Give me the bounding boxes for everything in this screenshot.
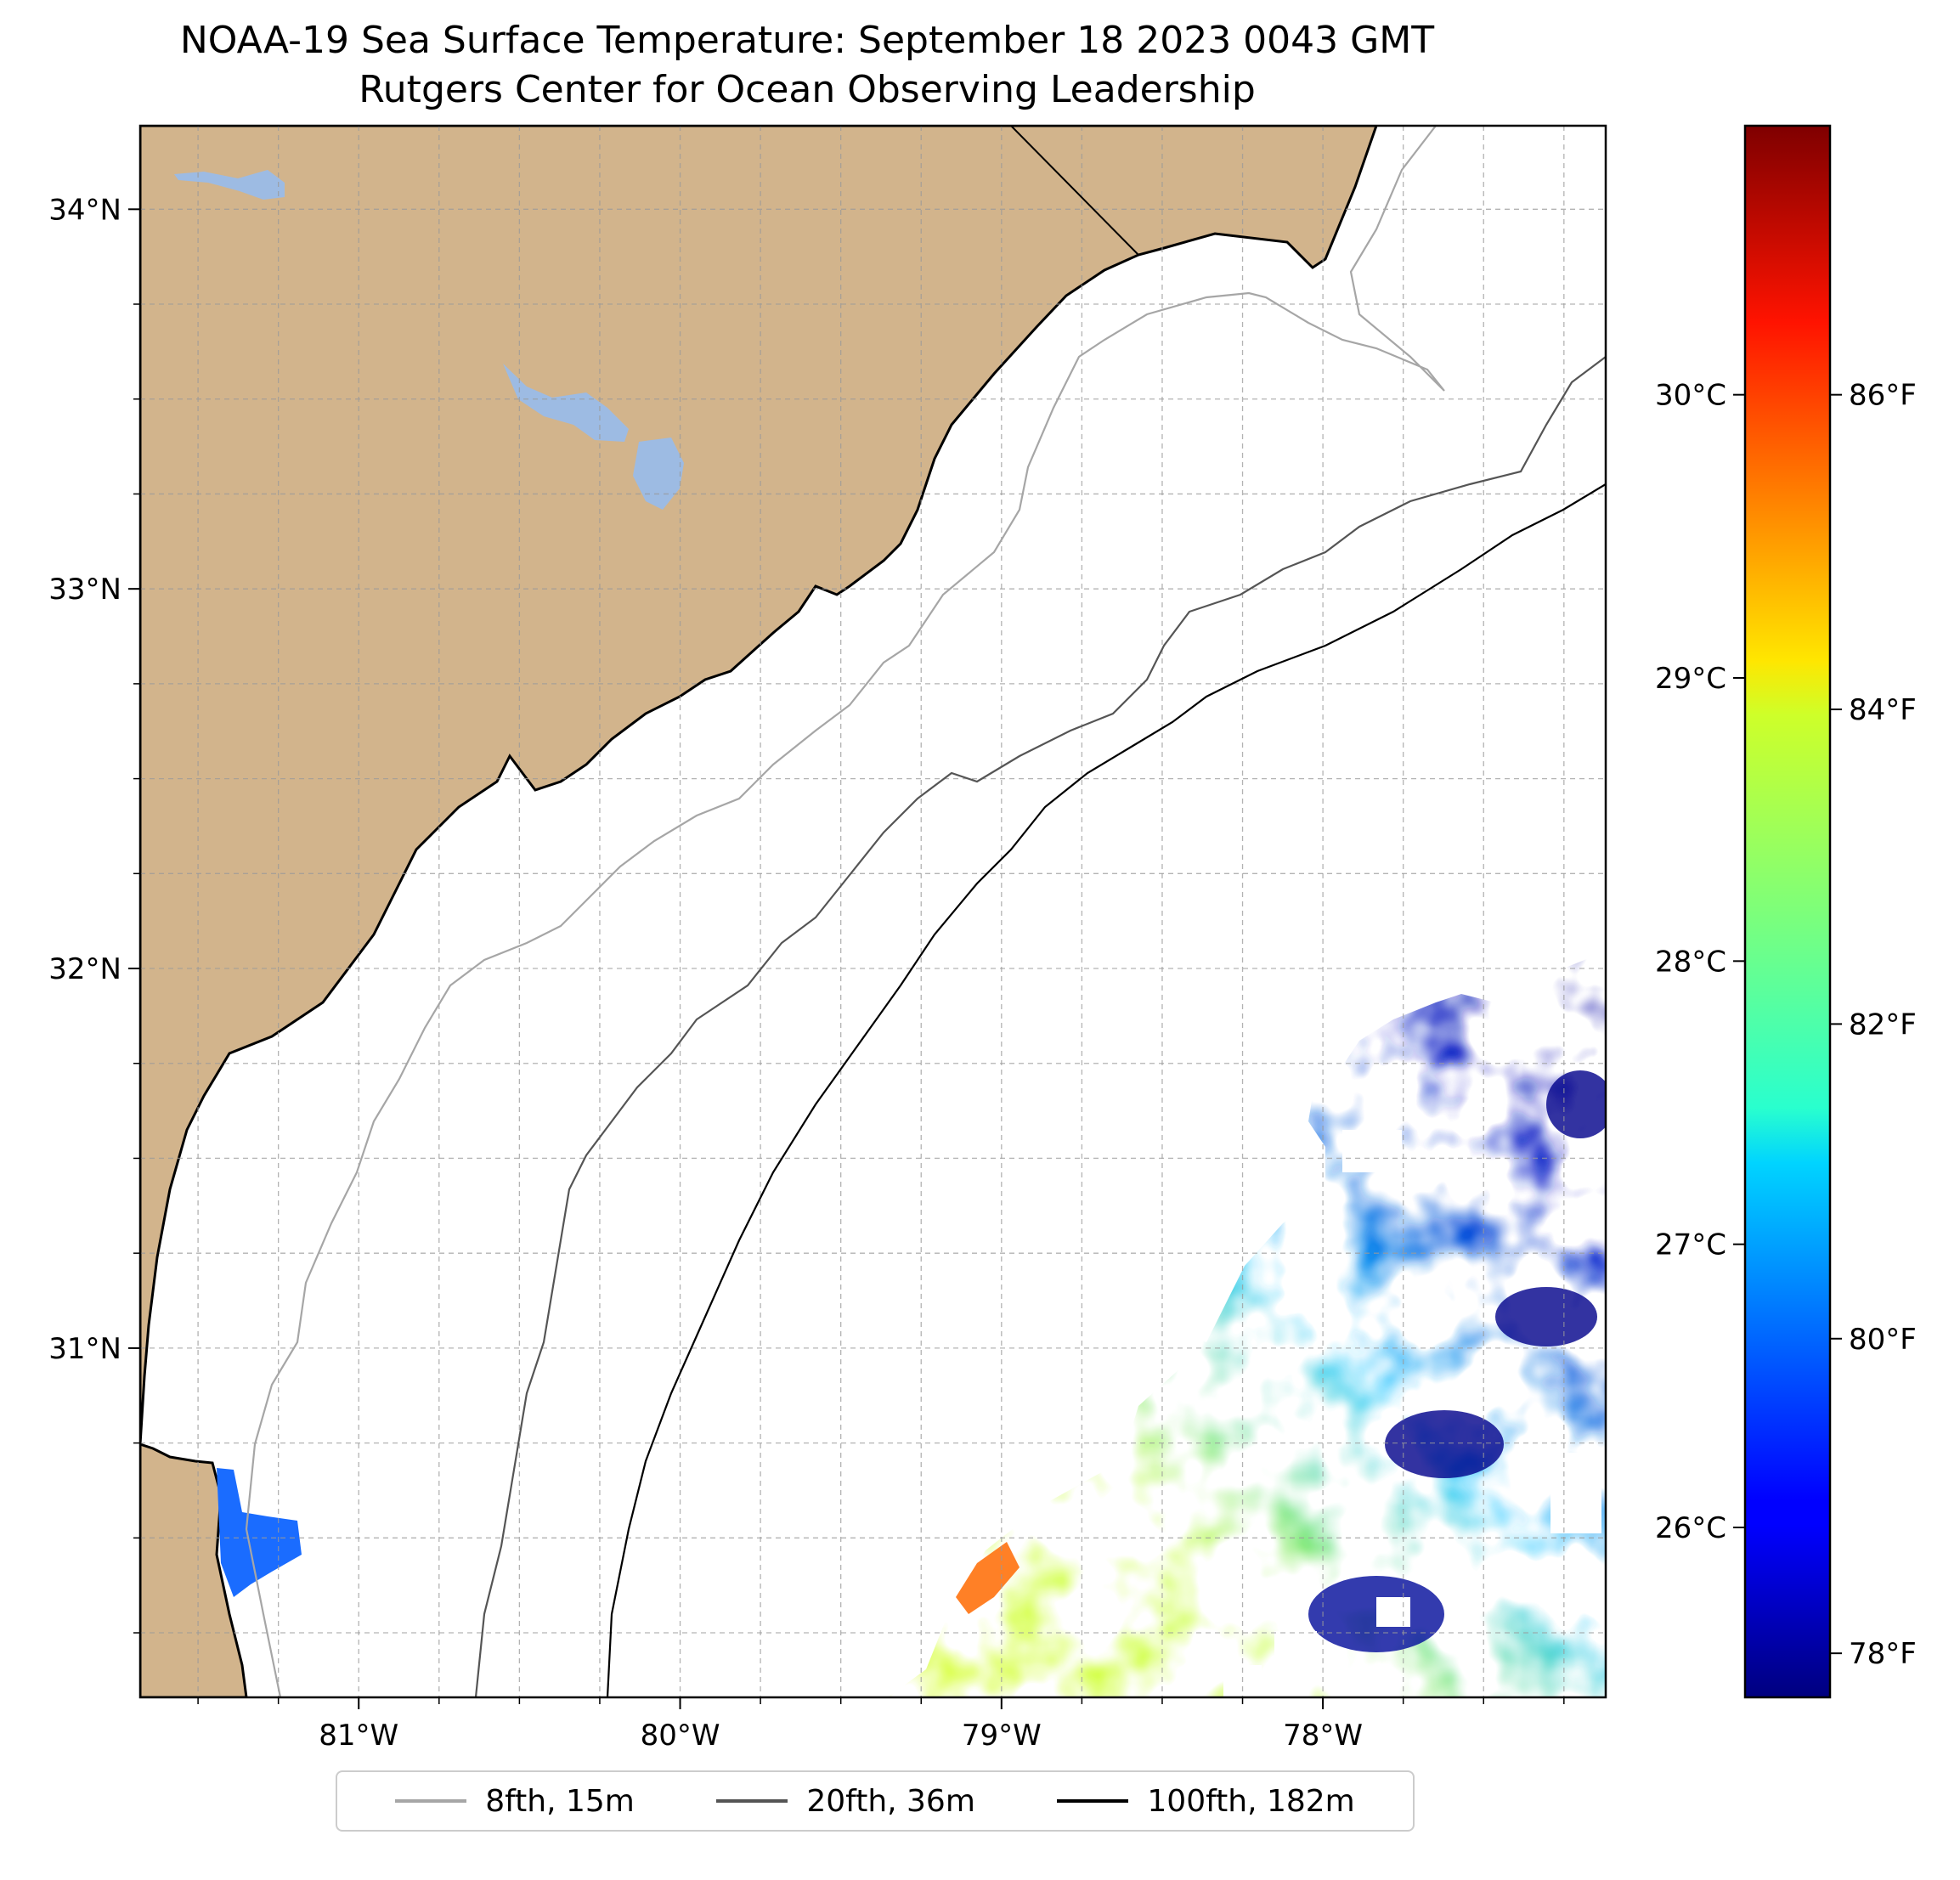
land-area	[140, 126, 1378, 1445]
figure-title: NOAA-19 Sea Surface Temperature: Septemb…	[179, 19, 1435, 62]
map-gridlines	[140, 126, 1606, 1697]
colorbar-fahrenheit-axis: 78°F 80°F 82°F 84°F 86°F	[1830, 379, 1917, 1671]
lat-tick-label: 33°N	[48, 573, 121, 607]
cloud-gap	[1274, 1631, 1317, 1669]
cloud-gap	[1550, 1453, 1601, 1533]
lon-tick-label: 78°W	[1283, 1719, 1363, 1753]
colorbar-celsius-axis: 26°C 27°C 28°C 29°C 30°C	[1655, 379, 1745, 1545]
figure-subtitle: Rutgers Center for Ocean Observing Leade…	[359, 68, 1256, 111]
colorbar-fahrenheit-label: 82°F	[1849, 1008, 1917, 1042]
legend-entry: 100fth, 182m	[1057, 1783, 1355, 1819]
lat-tick-label: 31°N	[48, 1332, 121, 1366]
map-frame	[138, 124, 1607, 1699]
sst-coastal-patch	[217, 1468, 302, 1597]
cloud-gap	[1376, 1597, 1410, 1627]
cloud-gap	[1342, 1130, 1402, 1172]
lat-tick-label: 34°N	[48, 193, 121, 227]
sst-cold-spot	[1495, 1287, 1597, 1346]
latitude-axis: 31°N 32°N 33°N 34°N	[48, 193, 140, 1634]
sst-cold-spot	[1546, 1070, 1606, 1138]
legend-label: 100fth, 182m	[1147, 1783, 1355, 1819]
colorbar-fahrenheit-label: 80°F	[1849, 1323, 1917, 1357]
colorbar-fahrenheit-label: 86°F	[1849, 379, 1917, 413]
lake-north	[174, 170, 285, 200]
legend-swatch	[716, 1799, 788, 1803]
lon-tick-label: 79°W	[962, 1719, 1042, 1753]
lon-tick-label: 81°W	[319, 1719, 398, 1753]
isobath-8fth	[245, 126, 1445, 1697]
isobath-100fth	[606, 483, 1606, 1697]
legend-entry: 20fth, 36m	[716, 1784, 975, 1819]
sst-warm-patch	[956, 1542, 1020, 1614]
isobath-20fth	[474, 356, 1606, 1697]
legend-entry: 8fth, 15m	[395, 1784, 635, 1819]
lon-tick-label: 80°W	[641, 1719, 720, 1753]
longitude-axis: 81°W 80°W 79°W 78°W	[197, 1697, 1565, 1753]
colorbar-celsius-label: 28°C	[1655, 945, 1726, 979]
state-border	[1010, 126, 1139, 256]
colorbar-fahrenheit-label: 84°F	[1849, 693, 1917, 727]
sst-cold-spot	[1385, 1410, 1504, 1478]
lake-moultrie	[633, 438, 684, 510]
legend-label: 20fth, 36m	[806, 1783, 975, 1819]
colorbar-celsius-label: 26°C	[1655, 1511, 1726, 1545]
colorbar-celsius-label: 30°C	[1655, 379, 1726, 413]
legend-label: 8fth, 15m	[485, 1783, 635, 1819]
lake-marion	[503, 364, 629, 442]
isobath-legend: 8fth, 15m 20fth, 36m 100fth, 182m	[336, 1770, 1415, 1832]
lat-tick-label: 32°N	[48, 952, 121, 986]
colorbar-celsius-label: 29°C	[1655, 662, 1726, 696]
colorbar-fahrenheit-label: 78°F	[1849, 1637, 1917, 1671]
sst-swath	[888, 951, 1606, 1697]
legend-swatch	[1057, 1799, 1129, 1803]
colorbar	[1743, 124, 1832, 1699]
legend-swatch	[395, 1799, 467, 1803]
colorbar-celsius-label: 27°C	[1655, 1228, 1726, 1262]
